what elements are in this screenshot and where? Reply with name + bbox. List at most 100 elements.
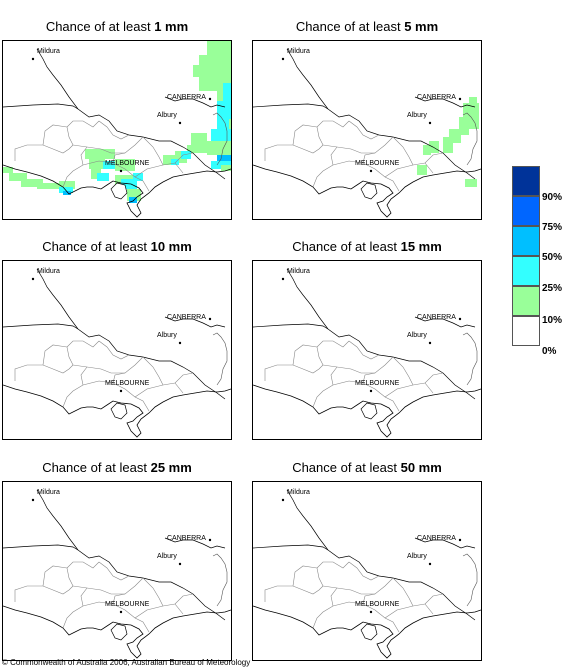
state-border [164,316,226,328]
probability-cell [193,65,231,77]
probability-cell [469,97,477,107]
coastline [3,605,231,659]
map-svg: Mildura CANBERRA Albury MELBOURNE [3,489,231,659]
district-border [322,356,394,374]
port-phillip-bay [360,402,378,420]
district-border [424,162,434,174]
canberra-label: CANBERRA [167,314,206,321]
probability-cell [21,179,43,187]
district-border [14,585,74,602]
probability-cell [115,159,135,171]
district-border [392,577,414,607]
melbourne-dot [369,389,373,393]
probability-cell [191,133,207,145]
district-border [362,372,376,384]
district-border [392,136,414,166]
district-border [322,577,394,595]
probability-cell [9,173,27,181]
state-border [414,316,476,328]
district-border [292,565,318,587]
probability-cell [89,159,105,169]
canberra-label: CANBERRA [417,314,456,321]
victoria-map: Mildura CANBERRA Albury MELBOURNE [252,260,482,440]
district-border [174,603,184,615]
mildura-dot [281,277,285,281]
mildura-dot [31,277,35,281]
probability-cell [207,41,231,55]
district-border [316,561,350,587]
state-border [164,96,226,108]
district-border [134,372,194,398]
probability-cell [59,181,75,189]
canberra-dot [458,317,462,321]
canberra-dot [458,538,462,542]
coastline [3,384,231,438]
albury-dot [178,562,182,566]
district-border [384,152,444,178]
district-border [112,152,126,164]
probability-cell [97,173,109,181]
district-border [80,366,88,386]
albury-dot [178,121,182,125]
state-border [253,323,329,330]
state-border [3,103,79,110]
district-border [98,561,130,581]
state-border [3,323,79,330]
map-svg: Mildura CANBERRA Albury MELBOURNE [253,48,481,218]
act-border [212,553,228,607]
map-panel-1mm: Chance of at least 1 mm Mildura CANBERRA A… [2,18,232,230]
state-border [286,48,476,180]
panel-title: Chance of at least 10 mm [42,239,192,254]
district-border [62,160,150,192]
district-border [134,593,194,619]
district-border [264,364,324,381]
district-border [42,124,68,146]
district-border [348,120,380,140]
probability-cell [133,173,143,181]
probability-cell [129,197,137,203]
district-border [142,356,164,386]
albury-dot [428,121,432,125]
state-border [36,268,226,400]
district-border [330,587,338,607]
district-border [348,340,380,360]
district-border [292,124,318,146]
port-phillip-bay [360,182,378,200]
coastline [3,164,231,218]
district-border [62,601,150,633]
melbourne-dot [119,610,123,614]
district-border [80,587,88,607]
map-panel-50mm: Chance of at least 50 mm Mildura CANBERRA… [252,459,482,671]
victoria-map: Mildura CANBERRA Albury MELBOURNE [252,40,482,220]
state-border [3,544,79,551]
probability-cell [429,141,439,153]
district-border [42,565,68,587]
albury-label: Albury [157,553,177,560]
melbourne-label: MELBOURNE [355,160,400,167]
legend-label-75: 75% [542,222,563,233]
district-border [330,366,338,386]
district-border [348,561,380,581]
albury-dot [178,341,182,345]
district-border [292,344,318,366]
coastline [253,164,481,218]
district-border [316,340,350,366]
probability-cell [199,55,231,65]
legend-label-90: 90% [542,192,563,203]
map-panel-15mm: Chance of at least 15 mm Mildura CANBERRA… [252,238,482,450]
district-border [14,364,74,381]
panel-title: Chance of at least 25 mm [42,460,192,475]
coastline [253,384,481,438]
legend-swatch-10 [512,286,540,316]
victoria-map: Mildura CANBERRA Albury MELBOURNE [2,40,232,220]
probability-cell [171,159,179,165]
district-border [134,152,194,178]
district-border [424,603,434,615]
probability-cell [217,155,231,161]
probability-cell [217,101,229,131]
mildura-label: Mildura [287,489,310,496]
canberra-label: CANBERRA [417,535,456,542]
mildura-dot [31,498,35,502]
district-border [62,380,150,412]
district-border [312,380,400,412]
